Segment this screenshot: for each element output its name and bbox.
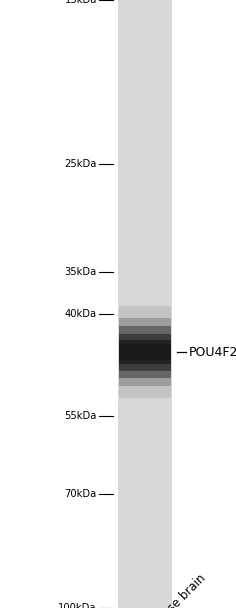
Bar	[119, 340, 171, 364]
Text: 35kDa: 35kDa	[64, 266, 97, 277]
Bar	[119, 306, 171, 398]
Bar	[119, 326, 171, 378]
Text: 15kDa: 15kDa	[64, 0, 97, 5]
Text: 40kDa: 40kDa	[65, 309, 97, 319]
Bar	[119, 344, 171, 360]
Bar	[119, 334, 171, 371]
Text: 55kDa: 55kDa	[64, 412, 97, 421]
Text: POU4F2: POU4F2	[189, 345, 236, 359]
Text: 25kDa: 25kDa	[64, 159, 97, 168]
Text: Mouse brain: Mouse brain	[148, 572, 208, 608]
Text: 70kDa: 70kDa	[64, 489, 97, 499]
Text: 100kDa: 100kDa	[58, 603, 97, 608]
Bar	[118, 0, 172, 608]
Bar	[119, 318, 171, 386]
